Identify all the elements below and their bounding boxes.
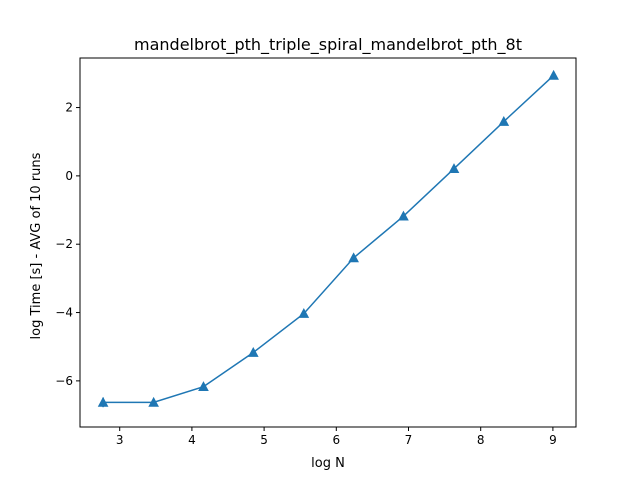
- data-point: [298, 308, 310, 318]
- x-tick-label: 3: [116, 433, 124, 447]
- x-axis-label: log N: [311, 456, 345, 471]
- series-line: [103, 74, 555, 404]
- y-tick-label: −4: [55, 306, 73, 320]
- y-tick-label: 0: [65, 169, 73, 183]
- y-tick-label: 2: [65, 101, 73, 115]
- x-tick-label: 5: [260, 433, 268, 447]
- data-point: [97, 396, 109, 407]
- y-tick-label: −6: [55, 374, 73, 388]
- data-point: [348, 252, 359, 263]
- data-point: [398, 210, 409, 221]
- data-point: [247, 346, 259, 357]
- axes-frame: [79, 57, 577, 428]
- data-point: [498, 115, 510, 126]
- data-point: [148, 396, 159, 407]
- plot-area: 3 4 5 6 7 8 9 −6 −4 −2 0 2: [55, 57, 577, 447]
- data-point: [198, 381, 209, 392]
- x-tick-label: 6: [332, 433, 340, 447]
- y-tick-label: −2: [55, 237, 73, 251]
- x-tick-label: 8: [477, 433, 485, 447]
- data-point: [448, 163, 460, 174]
- x-tick-label: 4: [188, 433, 196, 447]
- chart-title: mandelbrot_pth_triple_spiral_mandelbrot_…: [134, 35, 522, 55]
- x-tick-label: 7: [405, 433, 413, 447]
- data-point: [548, 69, 559, 80]
- y-axis-label: log Time [s] - AVG of 10 runs: [29, 152, 44, 339]
- x-tick-label: 9: [549, 433, 557, 447]
